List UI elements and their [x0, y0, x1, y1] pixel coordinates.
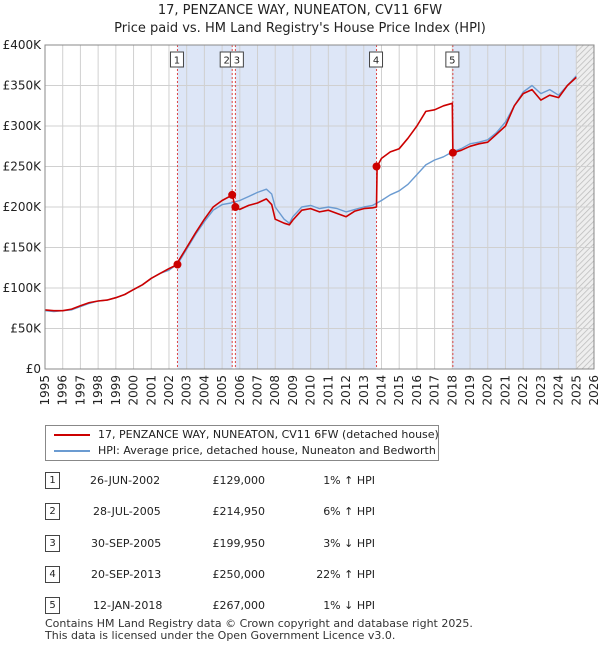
row-date: 28-JUL-2005 — [93, 505, 161, 518]
transaction-marker — [173, 260, 182, 269]
footer-licence: This data is licensed under the Open Gov… — [45, 629, 396, 642]
legend-label-price: 17, PENZANCE WAY, NUNEATON, CV11 6FW (de… — [98, 428, 439, 441]
row-price: £267,000 — [212, 599, 266, 612]
x-tick-label: 2020 — [481, 375, 495, 406]
legend-item-hpi: HPI: Average price, detached house, Nune… — [54, 443, 436, 459]
footer-copyright: Contains HM Land Registry data © Crown c… — [45, 617, 473, 630]
y-tick-label: £150K — [3, 241, 43, 255]
y-tick-label: £100K — [3, 281, 43, 295]
axes: £0 £50K £100K £150K £200K £250K £300K £350K £400… — [3, 38, 600, 406]
row-date: 12-JAN-2018 — [93, 599, 163, 612]
x-tick-label: 2010 — [304, 375, 318, 406]
row-number-badge: 5 — [45, 597, 60, 614]
table-row: 4 20-SEP-2013 £250,000 22% ↑ HPI — [45, 566, 465, 583]
x-tick-label: 2025 — [569, 375, 583, 406]
row-price: £199,950 — [212, 537, 266, 550]
marker-label: 2 — [224, 56, 230, 67]
x-tick-label: 2004 — [197, 375, 211, 406]
marker-label-box — [169, 51, 184, 68]
x-tick-label: 2000 — [127, 375, 141, 406]
transaction-marker — [448, 148, 457, 157]
transaction-marker — [228, 190, 237, 199]
y-tick-label: £250K — [3, 160, 43, 174]
legend: 17, PENZANCE WAY, NUNEATON, CV11 6FW (de… — [45, 425, 439, 461]
x-tick-label: 2018 — [445, 375, 459, 406]
row-number-badge: 1 — [45, 472, 60, 489]
x-tick-label: 1998 — [91, 375, 105, 406]
x-tick-label: 2022 — [516, 375, 530, 406]
plot-frame — [44, 44, 595, 370]
table-row: 1 26-JUN-2002 £129,000 1% ↑ HPI — [45, 472, 465, 489]
x-tick-label: 2012 — [339, 375, 353, 406]
x-tick-label: 2001 — [144, 375, 158, 406]
y-tick-label: £300K — [3, 119, 43, 133]
x-tick-label: 2015 — [392, 375, 406, 406]
table-row: 5 12-JAN-2018 £267,000 1% ↓ HPI — [45, 597, 465, 614]
x-tick-label: 1995 — [38, 375, 52, 406]
row-hpi-diff: 6% ↑ HPI — [323, 505, 375, 518]
row-hpi-diff: 3% ↓ HPI — [323, 537, 375, 550]
x-tick-label: 2024 — [552, 375, 566, 406]
x-tick-label: 2002 — [162, 375, 176, 406]
x-tick-label: 2011 — [321, 375, 335, 406]
row-number-badge: 4 — [45, 566, 60, 583]
chart-title-line1: 17, PENZANCE WAY, NUNEATON, CV11 6FW — [157, 3, 443, 18]
chart-title: 17, PENZANCE WAY, NUNEATON, CV11 6FW Pri… — [0, 2, 600, 38]
marker-label: 4 — [373, 56, 379, 67]
x-tick-label: 2016 — [410, 375, 424, 406]
marker-label: 1 — [174, 56, 180, 67]
row-date: 20-SEP-2013 — [91, 568, 162, 581]
x-tick-label: 1999 — [109, 375, 123, 406]
x-tick-label: 1996 — [56, 375, 70, 406]
row-hpi-diff: 22% ↑ HPI — [316, 568, 375, 581]
y-tick-label: £400K — [3, 38, 43, 52]
x-tick-label: 2019 — [463, 375, 477, 406]
x-tick-label: 2005 — [215, 375, 229, 406]
x-tick-label: 2026 — [587, 375, 600, 406]
footer: Contains HM Land Registry data © Crown c… — [45, 618, 473, 642]
row-hpi-diff: 1% ↑ HPI — [323, 474, 375, 487]
row-number-badge: 2 — [45, 503, 60, 520]
marker-label: 3 — [234, 56, 240, 67]
series-lines — [44, 75, 577, 313]
transaction-marker — [372, 162, 381, 171]
x-tick-label: 2006 — [233, 375, 247, 406]
row-price: £214,950 — [212, 505, 266, 518]
x-tick-label: 2003 — [180, 375, 194, 406]
price-paid-line — [44, 76, 577, 312]
legend-label-hpi: HPI: Average price, detached house, Nune… — [98, 444, 436, 457]
y-tick-label: £0 — [26, 362, 41, 376]
row-price: £250,000 — [212, 568, 266, 581]
x-tick-label: 1997 — [73, 375, 87, 406]
chart-title-line2: Price paid vs. HM Land Registry's House … — [114, 21, 486, 36]
legend-item-price: 17, PENZANCE WAY, NUNEATON, CV11 6FW (de… — [54, 427, 439, 443]
row-number-badge: 3 — [45, 535, 60, 552]
x-tick-label: 2008 — [268, 375, 282, 406]
row-date: 26-JUN-2002 — [90, 474, 161, 487]
x-tick-label: 2014 — [374, 375, 388, 406]
y-tick-label: £350K — [3, 79, 43, 93]
row-price: £129,000 — [212, 474, 266, 487]
y-tick-label: £50K — [10, 322, 42, 336]
x-tick-label: 2013 — [357, 375, 371, 406]
row-hpi-diff: 1% ↓ HPI — [323, 599, 375, 612]
y-tick-label: £200K — [3, 200, 43, 214]
table-row: 3 30-SEP-2005 £199,950 3% ↓ HPI — [45, 535, 465, 552]
marker-label-box — [369, 51, 384, 68]
legend-swatch-hpi — [54, 450, 90, 452]
x-tick-label: 2021 — [498, 375, 512, 406]
row-date: 30-SEP-2005 — [91, 537, 162, 550]
transaction-marker — [231, 203, 240, 212]
x-tick-label: 2017 — [428, 375, 442, 406]
table-row: 2 28-JUL-2005 £214,950 6% ↑ HPI — [45, 503, 465, 520]
marker-label-box — [445, 51, 460, 68]
x-tick-label: 2007 — [251, 375, 265, 406]
x-tick-label: 2023 — [534, 375, 548, 406]
marker-label-box — [229, 51, 244, 68]
marker-label: 5 — [449, 56, 455, 67]
legend-swatch-price — [54, 434, 90, 436]
x-tick-label: 2009 — [286, 375, 300, 406]
